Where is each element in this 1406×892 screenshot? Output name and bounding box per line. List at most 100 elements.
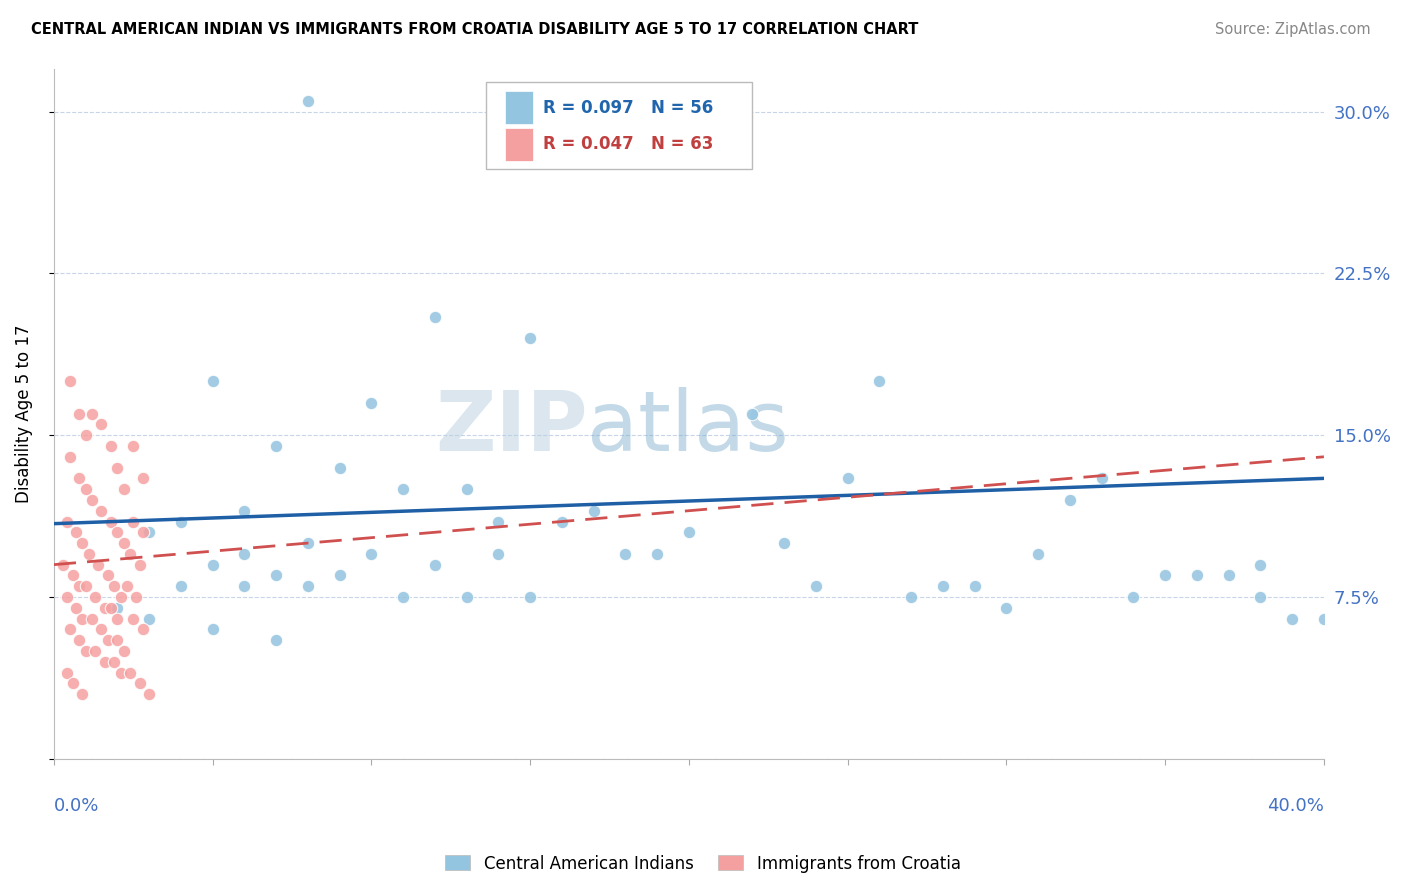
Point <box>100 439 122 453</box>
Point <box>55 515 77 529</box>
FancyBboxPatch shape <box>505 128 533 161</box>
Point <box>132 525 155 540</box>
Point <box>1249 590 1271 604</box>
Text: atlas: atlas <box>588 387 789 468</box>
Point <box>72 536 94 550</box>
Text: R = 0.097   N = 56: R = 0.097 N = 56 <box>543 99 713 117</box>
Point <box>67 633 90 648</box>
Point <box>75 579 97 593</box>
Point <box>264 568 287 582</box>
Point <box>90 504 112 518</box>
Point <box>93 600 115 615</box>
Point <box>105 525 128 540</box>
Point <box>115 579 138 593</box>
Point <box>456 482 478 496</box>
Point <box>423 558 446 572</box>
Point <box>118 547 141 561</box>
Point <box>201 374 224 388</box>
Point <box>329 460 352 475</box>
Point <box>67 471 90 485</box>
Point <box>100 600 122 615</box>
Text: ZIP: ZIP <box>434 387 588 468</box>
Point <box>233 547 256 561</box>
Point <box>93 655 115 669</box>
Point <box>59 450 82 464</box>
Point <box>77 547 100 561</box>
Point <box>118 665 141 680</box>
Point <box>105 460 128 475</box>
Point <box>1026 547 1049 561</box>
Point <box>138 687 160 701</box>
Point <box>1091 471 1114 485</box>
Text: 40.0%: 40.0% <box>1267 797 1324 814</box>
Point <box>932 579 955 593</box>
Point <box>233 504 256 518</box>
Point <box>360 396 382 410</box>
Point <box>645 547 668 561</box>
Point <box>551 515 574 529</box>
FancyBboxPatch shape <box>485 82 752 169</box>
Point <box>201 623 224 637</box>
Point <box>67 579 90 593</box>
Point <box>59 623 82 637</box>
Point <box>87 558 110 572</box>
Point <box>614 547 637 561</box>
Point <box>1059 492 1081 507</box>
Point <box>132 623 155 637</box>
Point <box>97 568 120 582</box>
Point <box>678 525 700 540</box>
Point <box>1281 611 1303 625</box>
Point <box>773 536 796 550</box>
Point <box>1154 568 1177 582</box>
Text: 0.0%: 0.0% <box>53 797 100 814</box>
Point <box>170 579 193 593</box>
Point <box>90 623 112 637</box>
Point <box>297 94 319 108</box>
Point <box>486 515 509 529</box>
Text: Source: ZipAtlas.com: Source: ZipAtlas.com <box>1215 22 1371 37</box>
Point <box>112 482 135 496</box>
Point <box>329 568 352 582</box>
Point <box>112 644 135 658</box>
Point <box>80 492 103 507</box>
Point <box>75 482 97 496</box>
Point <box>65 525 87 540</box>
Point <box>112 536 135 550</box>
Point <box>97 633 120 648</box>
Point <box>995 600 1018 615</box>
Point <box>519 590 541 604</box>
Point <box>264 439 287 453</box>
Point <box>55 665 77 680</box>
Point <box>110 590 132 604</box>
Point <box>132 471 155 485</box>
Legend: Central American Indians, Immigrants from Croatia: Central American Indians, Immigrants fro… <box>439 848 967 880</box>
Point <box>128 676 150 690</box>
Point <box>138 525 160 540</box>
Point <box>1185 568 1208 582</box>
FancyBboxPatch shape <box>505 91 533 124</box>
Point <box>55 590 77 604</box>
Point <box>84 644 107 658</box>
Point <box>59 374 82 388</box>
Point <box>297 579 319 593</box>
Point <box>486 547 509 561</box>
Point <box>75 428 97 442</box>
Point <box>582 504 605 518</box>
Point <box>62 676 84 690</box>
Point <box>80 407 103 421</box>
Point <box>84 590 107 604</box>
Point <box>1249 558 1271 572</box>
Point <box>456 590 478 604</box>
Point <box>392 482 415 496</box>
Point <box>1122 590 1144 604</box>
Point <box>170 515 193 529</box>
Point <box>900 590 922 604</box>
Point <box>360 547 382 561</box>
Point <box>62 568 84 582</box>
Point <box>103 655 125 669</box>
Point <box>963 579 986 593</box>
Point <box>90 417 112 432</box>
Point <box>122 439 145 453</box>
Point <box>392 590 415 604</box>
Point <box>423 310 446 324</box>
